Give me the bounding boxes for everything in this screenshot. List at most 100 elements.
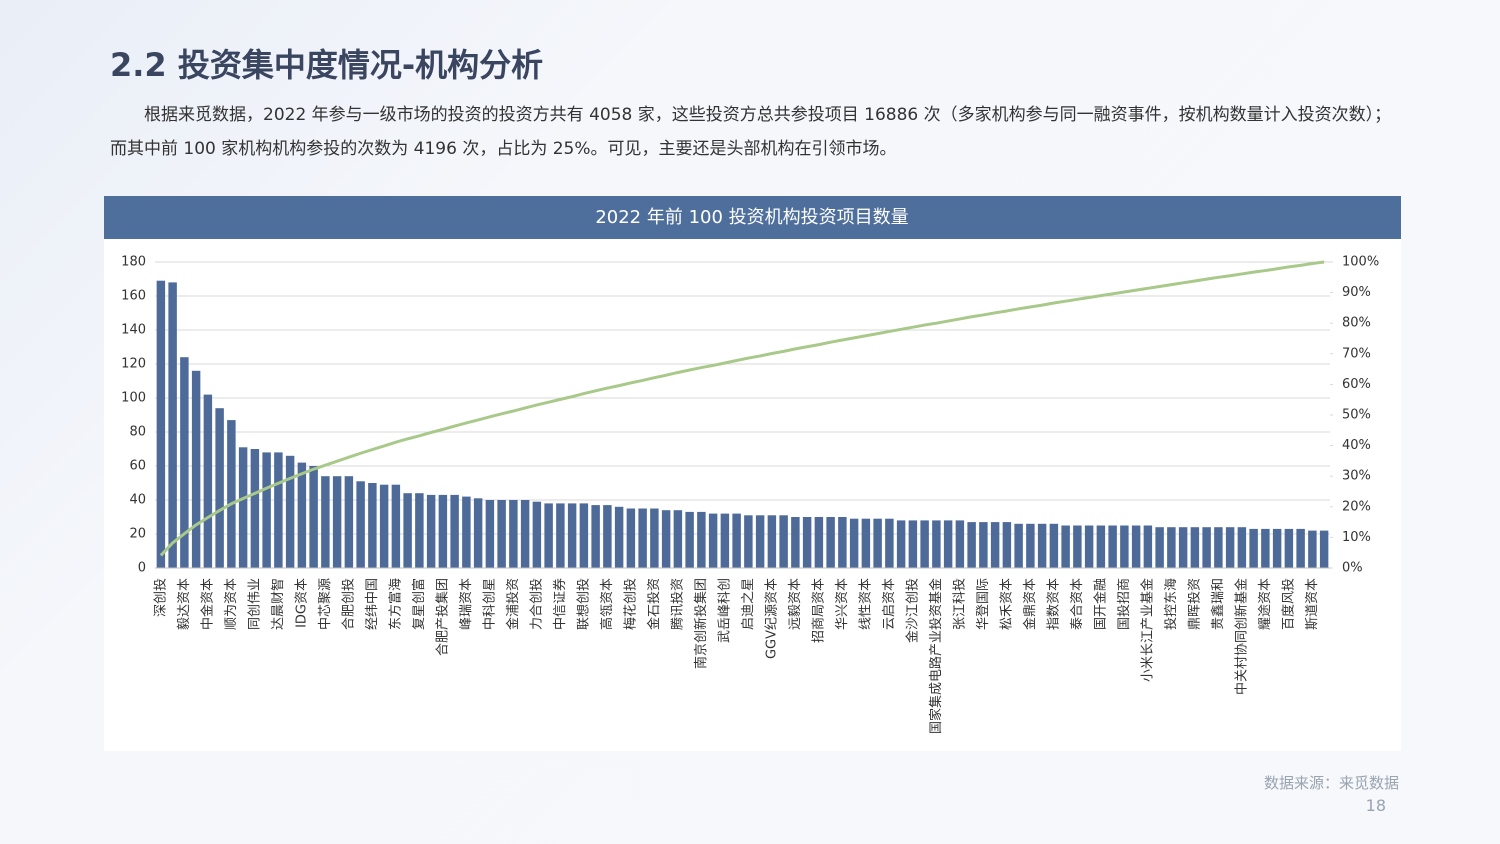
- y-tick-label: 0: [138, 561, 146, 576]
- y2-tick-label: 50%: [1342, 408, 1371, 423]
- x-tick-label: GGV纪源资本: [764, 578, 779, 659]
- bar: [1108, 525, 1117, 568]
- page-number: 18: [1365, 796, 1386, 815]
- source: 数据来源：来觅数据: [1263, 774, 1399, 792]
- y2-tick-label: 20%: [1342, 499, 1371, 514]
- x-tick-label: 高瓴资本: [599, 578, 615, 630]
- bar: [614, 506, 624, 568]
- x-tick-label: 腾讯投资: [669, 578, 685, 630]
- y2-tick-label: 90%: [1342, 285, 1371, 300]
- bar: [920, 520, 929, 568]
- bar: [1178, 527, 1188, 568]
- bar: [1214, 527, 1223, 568]
- bar: [932, 520, 941, 568]
- x-tick-label: 合肥创投: [340, 578, 356, 630]
- x-tick-label: 斯道资本: [1305, 578, 1320, 630]
- bar: [227, 420, 236, 568]
- x-tick-label: 远毅资本: [787, 578, 803, 630]
- bar: [885, 518, 894, 568]
- bar: [262, 452, 271, 568]
- bar: [426, 494, 436, 568]
- x-tick-label: 国开金融: [1092, 578, 1108, 630]
- x-tick-label: 国投招商: [1116, 578, 1132, 630]
- bar: [861, 518, 871, 568]
- bar: [356, 481, 365, 568]
- y-tick-label: 140: [121, 323, 146, 338]
- bar: [826, 517, 835, 568]
- x-tick-label: 峰瑞资本: [459, 578, 474, 630]
- y-tick-label: 60: [129, 459, 146, 474]
- bar: [685, 511, 694, 568]
- cumulative-line: [159, 260, 1325, 557]
- x-tick-label: 贵鑫瑞和: [1210, 578, 1226, 630]
- bar: [332, 476, 342, 568]
- y2-tick-label: 70%: [1342, 346, 1371, 361]
- bar: [438, 494, 448, 568]
- x-tick-label: 中科创星: [482, 578, 497, 630]
- y2-tick-label: 40%: [1342, 438, 1371, 453]
- bar: [767, 515, 777, 568]
- bar: [1120, 525, 1129, 568]
- bar: [520, 500, 530, 568]
- x-tick-label: 力合创投: [528, 578, 544, 630]
- chart-title: 2022 年前 100 投资机构投资项目数量: [595, 207, 908, 228]
- x-tick-label: 金沙江创投: [904, 578, 920, 643]
- x-tick-label: 梅花创投: [622, 578, 638, 630]
- bar: [779, 515, 788, 568]
- bar: [849, 518, 859, 568]
- bar: [732, 513, 741, 568]
- bar: [990, 522, 1000, 568]
- x-tick-label: 松禾资本: [999, 578, 1014, 630]
- bar: [1002, 522, 1012, 568]
- bar: [1061, 525, 1070, 568]
- x-tick-label: 南京创新投集团: [693, 578, 709, 669]
- bar: [814, 517, 824, 568]
- bar: [744, 515, 753, 568]
- bar: [1225, 527, 1235, 568]
- x-tick-label: 耀途资本: [1257, 578, 1273, 630]
- bar: [462, 496, 471, 568]
- bar: [1049, 523, 1059, 568]
- x-tick-label: 投控东海: [1163, 578, 1179, 630]
- chart: 2022 年前 100 投资机构投资项目数量 0 20 40 60 80 100 120 14…: [104, 196, 1401, 734]
- bar: [1319, 530, 1329, 568]
- bar: [591, 505, 600, 568]
- bar: [638, 508, 647, 568]
- x-tick-label: 泰合资本: [1070, 578, 1085, 630]
- x-tick-label: 中信证券: [552, 578, 568, 630]
- x-tick-label: 同创伟业: [247, 578, 262, 630]
- bar: [1096, 525, 1106, 568]
- bar: [450, 494, 459, 568]
- bar: [1037, 523, 1047, 568]
- bar: [1131, 525, 1141, 568]
- bar: [755, 515, 765, 568]
- bar: [215, 408, 224, 568]
- paragraph: 根据来觅数据，2022 年参与一级市场的投资的投资方共有 4058 家，这些投资…: [110, 105, 1392, 159]
- bar: [203, 394, 213, 568]
- x-tick-label: 国家集成电路产业投资基金: [928, 578, 944, 734]
- x-tick-label: 武岳峰科创: [717, 578, 732, 643]
- bar: [274, 452, 283, 568]
- x-tick-label: 中关村协同创新基金: [1233, 578, 1249, 695]
- bar: [943, 520, 953, 568]
- bar: [955, 520, 965, 568]
- bar: [1014, 523, 1023, 568]
- x-tick-label: 云启资本: [882, 578, 897, 630]
- bar: [791, 517, 800, 568]
- y-tick-label: 120: [121, 357, 146, 372]
- x-tick-label: 金鼎资本: [1022, 578, 1038, 630]
- x-tick-label: 合肥产投集团: [434, 578, 450, 656]
- y2-tick-label: 30%: [1342, 469, 1371, 484]
- bar: [1261, 528, 1270, 568]
- bar: [321, 476, 330, 568]
- bar: [509, 500, 518, 568]
- x-tick-label: 中芯聚源: [318, 578, 333, 630]
- bar: [650, 508, 659, 568]
- x-tick-label: 达晨财智: [271, 578, 286, 630]
- heading: 2.2 投资集中度情况-机构分析: [110, 46, 544, 84]
- x-tick-label: 华登国际: [976, 578, 991, 630]
- bar: [673, 510, 683, 568]
- x-tick-label: 中金资本: [199, 578, 215, 630]
- x-tick-label: 东方富海: [387, 578, 403, 630]
